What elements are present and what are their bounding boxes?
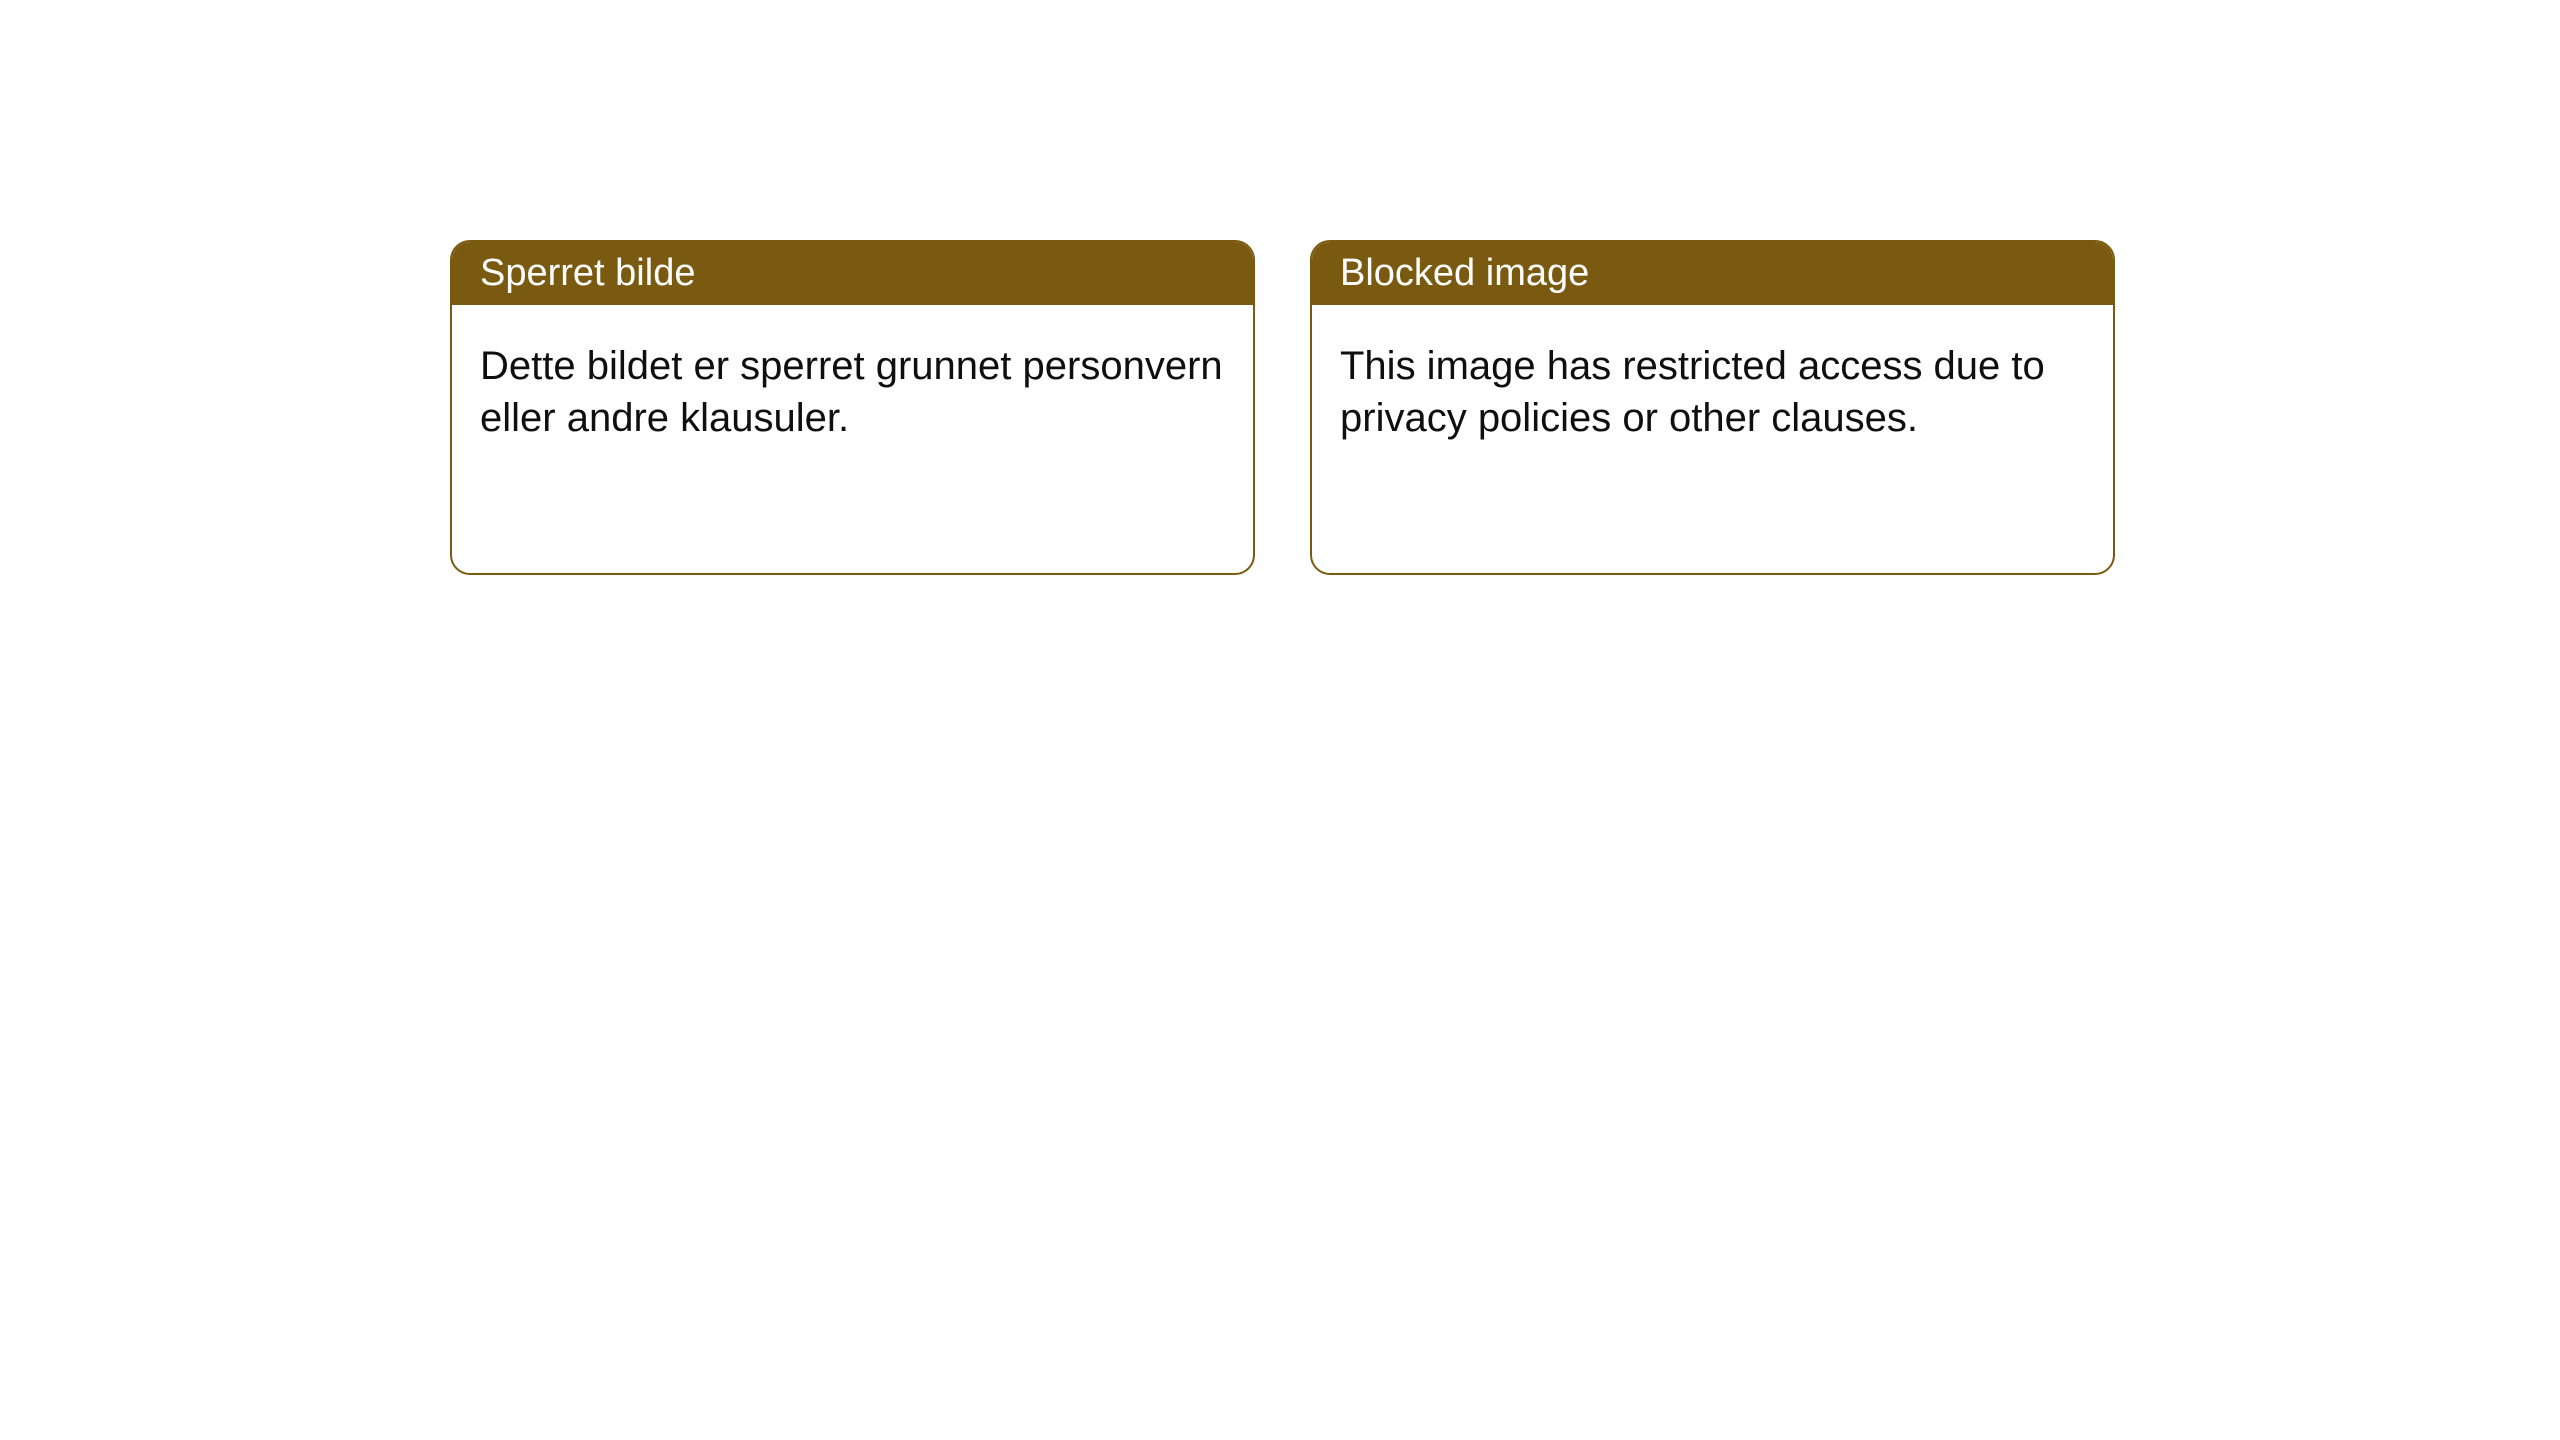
notice-container: Sperret bilde Dette bildet er sperret gr… <box>0 0 2560 575</box>
notice-card-norwegian: Sperret bilde Dette bildet er sperret gr… <box>450 240 1255 575</box>
notice-card-header: Blocked image <box>1312 242 2113 305</box>
notice-card-header: Sperret bilde <box>452 242 1253 305</box>
notice-text: This image has restricted access due to … <box>1340 344 2045 440</box>
notice-title: Sperret bilde <box>480 252 695 294</box>
notice-title: Blocked image <box>1340 252 1589 294</box>
notice-card-body: Dette bildet er sperret grunnet personve… <box>452 305 1253 479</box>
notice-card-english: Blocked image This image has restricted … <box>1310 240 2115 575</box>
notice-card-body: This image has restricted access due to … <box>1312 305 2113 479</box>
notice-text: Dette bildet er sperret grunnet personve… <box>480 344 1223 440</box>
